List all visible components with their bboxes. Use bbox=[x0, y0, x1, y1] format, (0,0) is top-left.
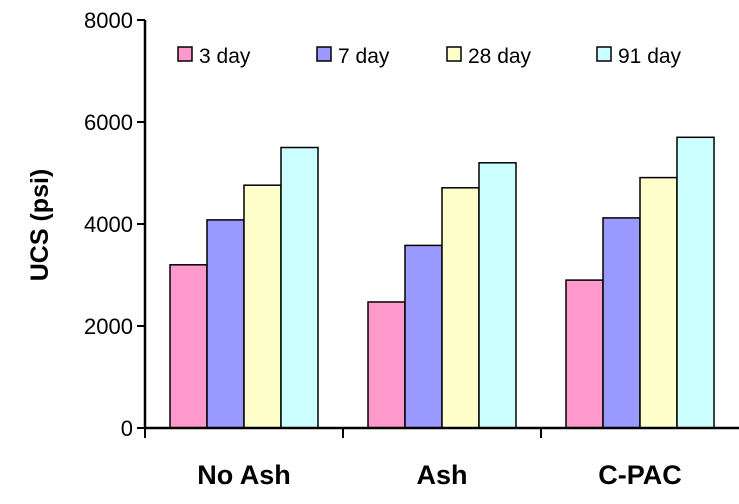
bar-3-day-no-ash bbox=[169, 264, 208, 429]
category-label: C-PAC bbox=[598, 460, 682, 490]
legend-label: 3 day bbox=[199, 45, 251, 68]
bar-28-day-no-ash bbox=[243, 184, 282, 429]
y-tick-label: 6000 bbox=[84, 110, 133, 135]
bar-7-day-ash bbox=[404, 244, 443, 429]
y-tick-label: 4000 bbox=[84, 212, 133, 237]
bar-7-day-c-pac bbox=[602, 217, 641, 429]
y-ticks-layer: 0 2000 4000 6000 8000 bbox=[84, 8, 145, 441]
bar-91-day-c-pac bbox=[676, 136, 715, 429]
bar-91-day-no-ash bbox=[280, 146, 319, 429]
category-label: Ash bbox=[416, 460, 467, 490]
category-label: No Ash bbox=[197, 460, 291, 490]
bar-91-day-ash bbox=[478, 162, 517, 429]
legend-label: 7 day bbox=[338, 45, 390, 68]
bars-layer bbox=[169, 136, 715, 429]
bar-3-day-c-pac bbox=[565, 279, 604, 429]
y-tick-label: 8000 bbox=[84, 8, 133, 33]
y-axis-label: UCS (psi) bbox=[26, 169, 54, 282]
legend-swatch bbox=[316, 46, 332, 62]
legend-swatch bbox=[446, 46, 462, 62]
bar-28-day-c-pac bbox=[639, 176, 678, 429]
legend-label: 91 day bbox=[618, 45, 682, 68]
legend-swatch bbox=[596, 46, 612, 62]
legend-label: 28 day bbox=[468, 45, 532, 68]
bar-7-day-no-ash bbox=[206, 219, 245, 429]
bar-28-day-ash bbox=[441, 187, 480, 429]
y-tick-label: 0 bbox=[121, 416, 133, 441]
legend: 3 day 7 day 28 day 91 day bbox=[177, 45, 682, 68]
bar-3-day-ash bbox=[367, 301, 406, 429]
category-labels-layer: No Ash Ash C-PAC bbox=[197, 460, 682, 490]
y-tick-label: 2000 bbox=[84, 314, 133, 339]
legend-swatch bbox=[177, 46, 193, 62]
